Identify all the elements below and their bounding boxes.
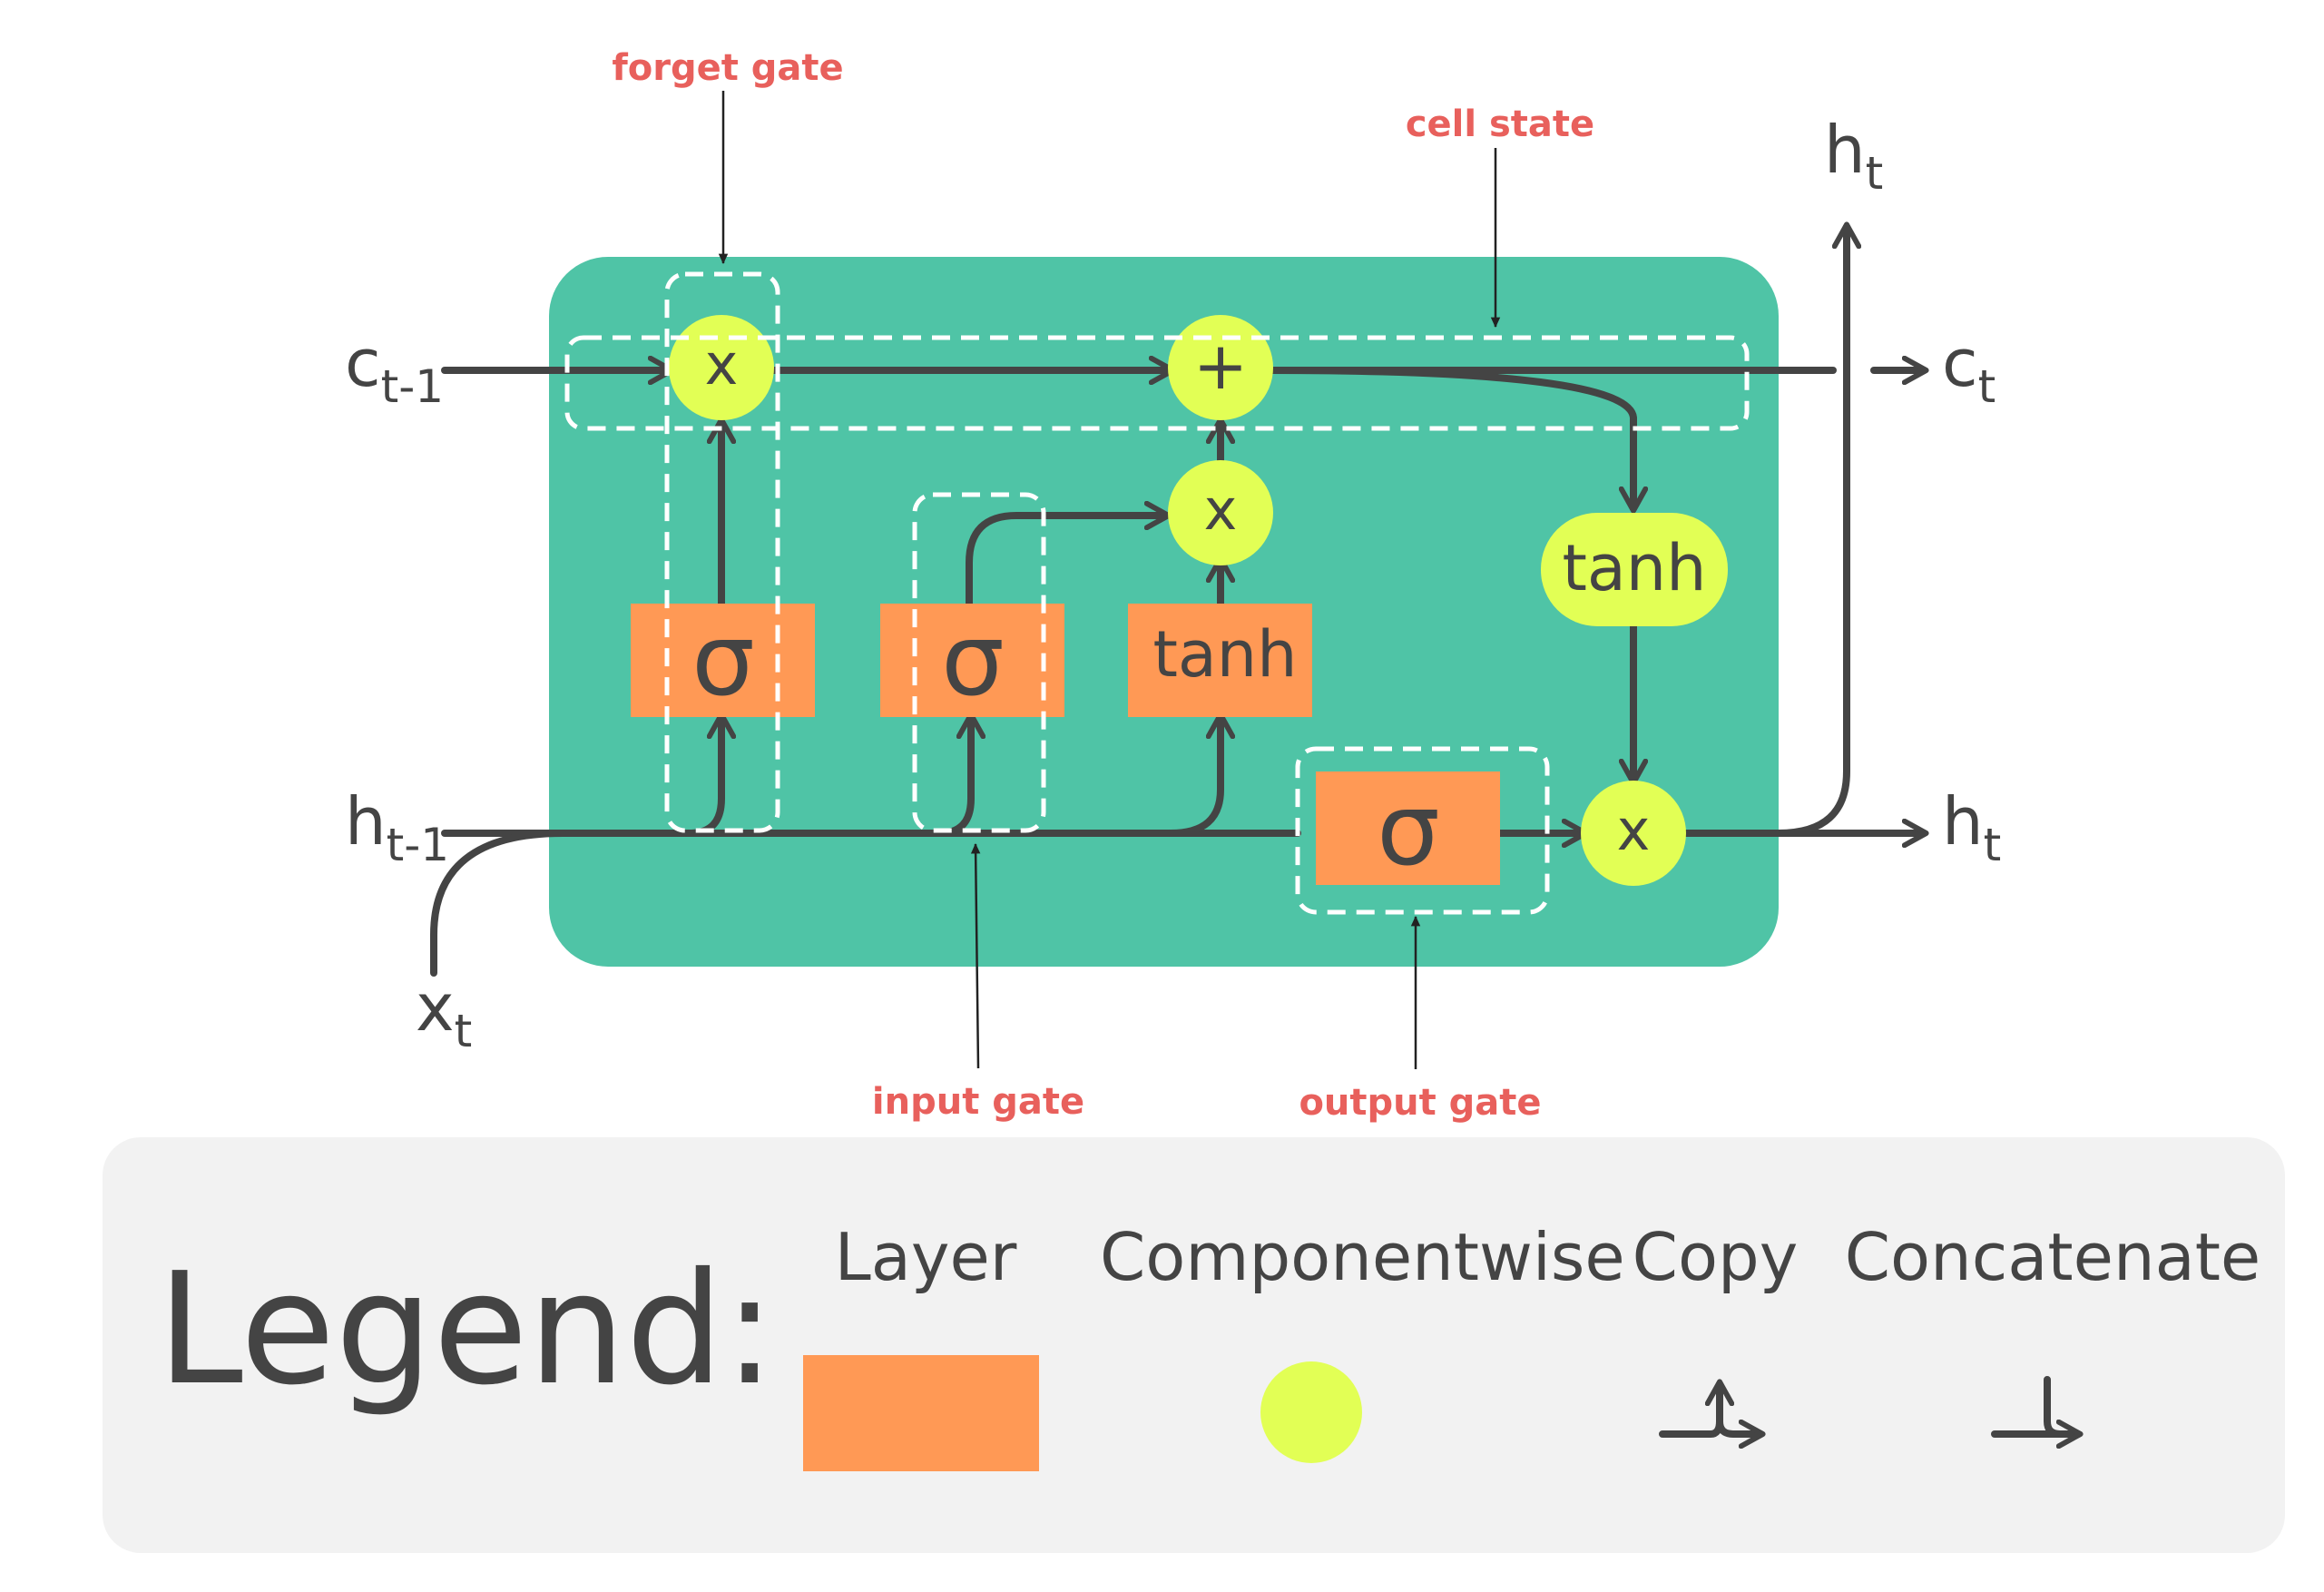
input-mult-symbol: x bbox=[1204, 477, 1238, 543]
legend-componentwise-label: Componentwise bbox=[1100, 1219, 1625, 1295]
cell-add-op bbox=[1168, 315, 1273, 420]
cell-state-to-tanh-wire bbox=[1267, 367, 1633, 508]
input-sigma-to-mult-wire bbox=[966, 516, 1166, 607]
forget-branch-wire bbox=[686, 717, 721, 837]
legend-copy-icon-branch bbox=[1716, 1418, 1760, 1434]
forget-gate-sigma: σ bbox=[691, 602, 755, 718]
input-gate-highlight bbox=[912, 492, 1046, 833]
input-gate-layer bbox=[880, 604, 1064, 717]
cell-tanh-label: tanh bbox=[1562, 531, 1706, 605]
forget-mult-symbol: x bbox=[705, 331, 739, 398]
h-prev-label: ht-1 bbox=[345, 783, 449, 871]
legend-concatenate-label: Concatenate bbox=[1845, 1219, 2260, 1295]
cell-state-annotation: cell state bbox=[1406, 103, 1594, 145]
cell-add-symbol: + bbox=[1193, 328, 1248, 404]
legend-layer-label: Layer bbox=[835, 1219, 1017, 1295]
forget-gate-annotation: forget gate bbox=[612, 47, 843, 89]
h-out-label: ht bbox=[1942, 783, 2001, 871]
forget-gate-highlight bbox=[664, 271, 780, 833]
forget-gate-layer bbox=[631, 604, 815, 717]
input-gate-annotation: input gate bbox=[872, 1081, 1084, 1123]
legend-layer-swatch bbox=[803, 1355, 1039, 1471]
forget-mult-op bbox=[669, 315, 774, 420]
input-branch-wire bbox=[936, 717, 971, 837]
input-x-wire bbox=[430, 830, 566, 977]
output-mult-op bbox=[1581, 781, 1686, 886]
x-input-label: xt bbox=[416, 969, 472, 1057]
input-gate-pointer bbox=[970, 842, 981, 1069]
legend-copy-label: Copy bbox=[1633, 1219, 1799, 1295]
output-gate-highlight bbox=[1295, 746, 1550, 915]
input-gate-sigma: σ bbox=[941, 602, 1005, 718]
legend-title: Legend: bbox=[157, 1240, 776, 1420]
legend-concatenate-icon-join bbox=[2044, 1376, 2064, 1438]
output-gate-sigma: σ bbox=[1377, 771, 1440, 888]
c-prev-label: ct-1 bbox=[345, 325, 444, 413]
hidden-state-up-wire bbox=[1775, 227, 1847, 837]
cell-state-highlight bbox=[564, 335, 1750, 431]
c-out-label: ct bbox=[1942, 325, 1996, 413]
candidate-tanh-label: tanh bbox=[1152, 617, 1297, 692]
legend-panel bbox=[103, 1137, 2285, 1553]
h-top-label: ht bbox=[1824, 112, 1883, 200]
output-gate-layer bbox=[1316, 771, 1500, 885]
candidate-branch-wire bbox=[1167, 717, 1221, 837]
output-mult-symbol: x bbox=[1617, 797, 1651, 863]
output-gate-annotation: output gate bbox=[1299, 1082, 1541, 1124]
input-mult-op bbox=[1168, 460, 1273, 565]
cell-tanh-op bbox=[1541, 513, 1728, 626]
candidate-layer bbox=[1128, 604, 1312, 717]
legend-componentwise-swatch bbox=[1260, 1361, 1362, 1463]
